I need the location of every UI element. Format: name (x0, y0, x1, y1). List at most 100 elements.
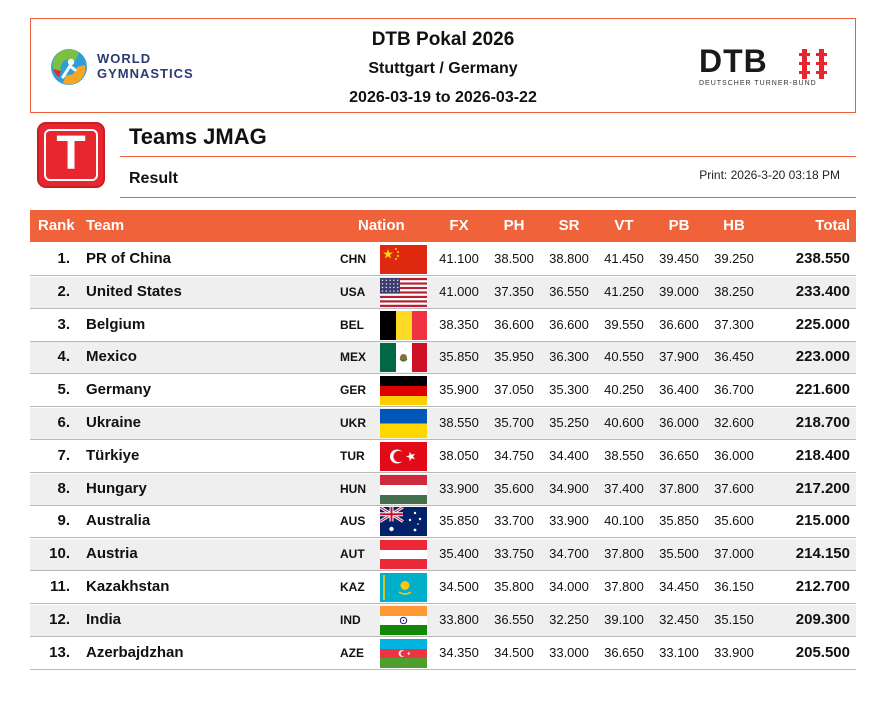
cell-rank: 9. (57, 512, 70, 530)
cell-rank: 8. (57, 479, 70, 497)
cell-vt: 40.600 (604, 415, 644, 430)
col-nation: Nation (358, 217, 405, 234)
cell-pb: 36.400 (659, 382, 699, 398)
document-header: WORLD GYMNASTICS DTB Pokal 2026 Stuttgar… (30, 18, 856, 113)
table-row: 13. Azerbajdzhan AZE 34.350 34.500 33.000 36.6… (30, 638, 856, 670)
cell-pb: 35.500 (659, 546, 699, 562)
cell-pb: 39.000 (659, 283, 699, 299)
cell-team: Belgium (86, 315, 146, 333)
cell-hb: 36.000 (714, 447, 754, 463)
kazakhstan-flag-icon (380, 573, 427, 602)
world-gymnastics-logo: WORLD GYMNASTICS (49, 47, 219, 87)
cell-pb: 35.850 (659, 513, 699, 529)
cell-noc: CHN (340, 252, 366, 266)
col-sr: SR (558, 217, 580, 234)
cell-noc: IND (340, 612, 361, 627)
cell-total: 218.400 (795, 446, 850, 464)
cell-sr: 35.300 (549, 382, 589, 398)
australia-flag-icon (380, 507, 427, 537)
cell-sr: 38.800 (549, 251, 589, 266)
cell-vt: 40.250 (604, 382, 644, 398)
cell-hb: 39.250 (714, 251, 754, 266)
cell-ph: 34.500 (494, 644, 534, 660)
cell-vt: 39.550 (604, 316, 644, 332)
table-row: 10. Austria AUT 35.400 33.750 34.700 37.800 35.… (30, 539, 856, 572)
cell-hb: 35.150 (714, 611, 754, 627)
cell-sr: 36.300 (549, 349, 589, 365)
cell-rank: 7. (57, 446, 70, 464)
cell-fx: 35.850 (439, 349, 479, 365)
cell-fx: 38.550 (439, 415, 479, 430)
dtb-emblem-icon (799, 49, 827, 79)
cell-rank: 10. (49, 545, 70, 563)
cell-ph: 37.050 (494, 382, 534, 398)
cell-pb: 34.450 (659, 579, 699, 594)
table-row: 6. Ukraine UKR 38.550 35.700 35.250 40.600 36.0… (30, 408, 856, 440)
col-pb: PB (668, 217, 690, 234)
cell-team: Germany (86, 381, 152, 399)
cell-fx: 34.500 (439, 579, 479, 594)
cell-hb: 37.300 (714, 316, 754, 332)
cell-vt: 37.800 (604, 546, 644, 562)
cell-total: 223.000 (795, 348, 850, 366)
cell-sr: 36.550 (549, 283, 589, 299)
col-vt: VT (614, 217, 634, 234)
cell-vt: 40.550 (604, 349, 644, 365)
cell-ph: 35.800 (494, 579, 534, 594)
cell-rank: 2. (57, 282, 70, 300)
azerbaijan-flag-icon (380, 638, 427, 668)
germany-flag-icon (380, 376, 427, 406)
cell-hb: 32.600 (714, 415, 754, 430)
cell-ph: 38.500 (494, 251, 534, 266)
cell-noc: GER (340, 383, 367, 398)
cell-ph: 36.600 (494, 316, 534, 332)
dtb-wordmark: DTB (699, 43, 768, 79)
cell-total: 214.150 (795, 545, 850, 563)
cell-vt: 37.400 (604, 480, 644, 496)
cell-pb: 39.450 (659, 251, 699, 266)
cell-hb: 36.700 (714, 382, 754, 398)
cell-fx: 38.350 (439, 316, 479, 332)
cell-noc: AZE (340, 645, 364, 660)
cell-rank: 4. (57, 348, 70, 366)
cell-team: United States (86, 282, 182, 300)
table-row: 2. United States USA 41.000 37.350 36.550 41.2… (30, 276, 856, 309)
cell-noc: MEX (340, 350, 367, 365)
event-name: DTB Pokal 2026 (371, 29, 515, 50)
cell-sr: 33.900 (549, 513, 589, 529)
cell-vt: 41.250 (604, 283, 644, 299)
section-title: Teams JMAG (129, 124, 267, 149)
cell-sr: 35.250 (549, 415, 589, 430)
cell-total: 233.400 (795, 282, 850, 300)
ukraine-flag-icon (380, 409, 427, 438)
cell-pb: 37.900 (659, 349, 699, 365)
dtb-logo: DTB DEUTSCHER TURNER-BUND (699, 43, 839, 93)
cell-team: Kazakhstan (86, 578, 170, 595)
section-divider-bottom (120, 197, 856, 198)
cell-ph: 33.700 (494, 513, 534, 529)
india-flag-icon (380, 605, 427, 635)
china-flag-icon (380, 245, 427, 274)
cell-sr: 34.700 (549, 546, 589, 562)
col-total: Total (815, 217, 850, 234)
cell-noc: AUS (340, 514, 366, 529)
cell-pb: 37.800 (659, 480, 699, 496)
cell-sr: 34.000 (549, 579, 589, 594)
cell-fx: 33.800 (439, 611, 479, 627)
cell-sr: 32.250 (549, 611, 589, 627)
teams-badge-icon: T (37, 122, 105, 188)
cell-team: Hungary (86, 479, 147, 497)
col-team: Team (86, 217, 125, 234)
col-hb: HB (723, 217, 745, 234)
cell-hb: 35.600 (714, 513, 754, 529)
cell-noc: BEL (340, 317, 364, 332)
cell-noc: USA (340, 284, 366, 299)
mexico-flag-icon (380, 343, 427, 373)
cell-vt: 38.550 (604, 447, 644, 463)
cell-vt: 41.450 (604, 251, 644, 266)
badge-letter: T (56, 127, 86, 180)
turkiye-flag-icon (380, 441, 427, 471)
world-gymnastics-wordmark: WORLD GYMNASTICS (97, 51, 194, 81)
belgium-flag-icon (380, 310, 427, 340)
col-rank: Rank (38, 217, 75, 234)
